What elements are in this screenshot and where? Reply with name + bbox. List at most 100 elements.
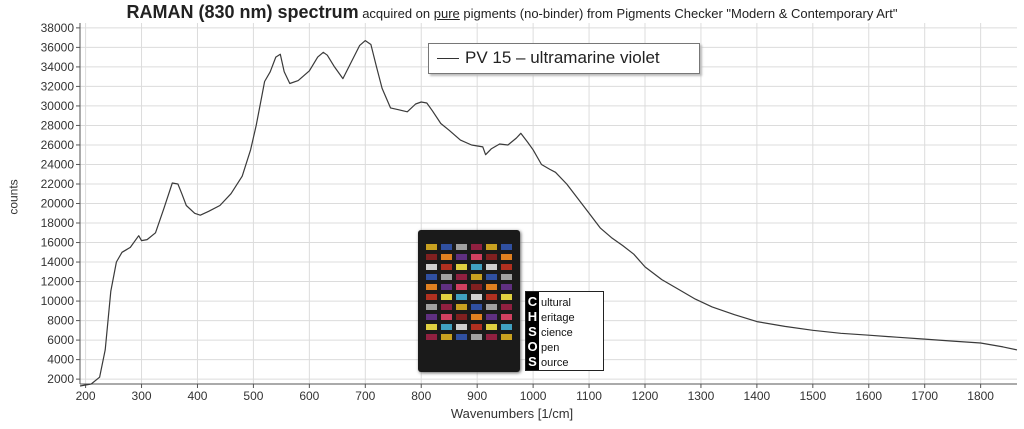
pigment-swatch xyxy=(486,304,497,310)
pigment-swatch xyxy=(471,264,482,270)
pigment-swatch xyxy=(501,294,512,300)
pigment-swatch xyxy=(501,254,512,260)
pigment-swatch xyxy=(471,284,482,290)
x-tick-label: 700 xyxy=(355,389,375,403)
pigment-swatch xyxy=(426,264,437,270)
pigment-swatch xyxy=(456,334,467,340)
pigment-swatch xyxy=(501,324,512,330)
y-tick-label: 26000 xyxy=(41,138,75,152)
x-tick-label: 1800 xyxy=(967,389,994,403)
pigment-swatch xyxy=(441,254,452,260)
y-tick-label: 28000 xyxy=(41,118,75,132)
x-tick-label: 1500 xyxy=(799,389,826,403)
x-tick-label: 600 xyxy=(299,389,319,403)
pigment-swatch xyxy=(471,254,482,260)
pigment-swatch xyxy=(426,334,437,340)
pigment-swatch xyxy=(456,324,467,330)
x-tick-label: 400 xyxy=(187,389,207,403)
y-tick-label: 18000 xyxy=(41,216,75,230)
title-part1: acquired on xyxy=(358,6,434,21)
x-axis-label: Wavenumbers [1/cm] xyxy=(450,406,574,421)
y-tick-label: 32000 xyxy=(41,79,75,93)
pigment-swatch xyxy=(441,294,452,300)
plot-frame xyxy=(79,23,1017,385)
pigment-swatch xyxy=(501,284,512,290)
x-tick-label: 1600 xyxy=(855,389,882,403)
y-tick-label: 2000 xyxy=(47,372,74,386)
x-tick-labels: 200 300 400 500 600 700 800 900 1000 1100 1200 1300… xyxy=(76,389,995,403)
pigment-swatch xyxy=(486,284,497,290)
x-tick-label: 900 xyxy=(467,389,487,403)
y-tick-label: 4000 xyxy=(47,353,74,367)
pigment-swatch xyxy=(456,264,467,270)
title-part2: pigments (no-binder) from Pigments Check… xyxy=(459,6,898,21)
pigment-swatch xyxy=(501,244,512,250)
pigment-swatch xyxy=(426,304,437,310)
pigment-swatch xyxy=(486,324,497,330)
pigment-swatch xyxy=(471,334,482,340)
grid xyxy=(76,23,1017,388)
pigment-swatch xyxy=(471,274,482,280)
x-tick-label: 1400 xyxy=(744,389,771,403)
pigment-swatch xyxy=(426,314,437,320)
y-tick-label: 30000 xyxy=(41,99,75,113)
pigment-swatch xyxy=(441,334,452,340)
legend-label: PV 15 – ultramarine violet xyxy=(465,48,660,67)
y-tick-label: 36000 xyxy=(41,40,75,54)
y-tick-label: 8000 xyxy=(47,314,74,328)
x-tick-label: 200 xyxy=(76,389,96,403)
y-tick-label: 16000 xyxy=(41,236,75,250)
pigment-swatch xyxy=(456,314,467,320)
pigment-swatch xyxy=(441,324,452,330)
pigment-swatch xyxy=(471,294,482,300)
pigment-swatch xyxy=(456,274,467,280)
pigment-swatch xyxy=(456,254,467,260)
pigment-swatch xyxy=(501,264,512,270)
pigment-swatch xyxy=(426,284,437,290)
x-tick-label: 500 xyxy=(243,389,263,403)
pigment-swatch xyxy=(426,274,437,280)
y-tick-label: 22000 xyxy=(41,177,75,191)
pigment-swatch xyxy=(471,314,482,320)
x-tick-label: 1700 xyxy=(911,389,938,403)
pigment-swatch xyxy=(486,274,497,280)
y-axis-label: counts xyxy=(6,179,21,215)
pigment-swatch xyxy=(426,244,437,250)
pigment-swatch xyxy=(426,254,437,260)
series-line-1 xyxy=(79,39,1018,387)
y-tick-label: 12000 xyxy=(41,275,75,289)
series-layer xyxy=(79,39,1018,387)
pigment-swatch xyxy=(501,274,512,280)
chart-title: RAMAN (830 nm) spectrum acquired on pure… xyxy=(0,2,1024,23)
pigment-swatch xyxy=(471,244,482,250)
pigment-swatch xyxy=(441,244,452,250)
pigment-swatch xyxy=(486,254,497,260)
pigment-swatch xyxy=(441,314,452,320)
x-tick-label: 1100 xyxy=(576,389,602,403)
title-bold: RAMAN (830 nm) spectrum xyxy=(126,2,359,22)
pigment-swatch xyxy=(501,314,512,320)
y-tick-label: 10000 xyxy=(41,294,75,308)
pigment-swatch xyxy=(441,274,452,280)
legend: PV 15 – ultramarine violet xyxy=(428,43,700,74)
pigment-swatch xyxy=(471,304,482,310)
x-tick-label: 300 xyxy=(132,389,152,403)
pigment-swatch xyxy=(456,244,467,250)
pigment-swatch xyxy=(441,284,452,290)
y-tick-label: 38000 xyxy=(41,21,75,35)
pigment-swatch xyxy=(501,304,512,310)
x-tick-label: 1000 xyxy=(520,389,547,403)
y-tick-label: 14000 xyxy=(41,255,75,269)
pigment-swatch xyxy=(486,294,497,300)
y-tick-label: 24000 xyxy=(41,157,75,171)
pigments-checker-photo xyxy=(418,230,520,372)
pigment-swatch xyxy=(456,304,467,310)
pigment-swatch xyxy=(486,334,497,340)
